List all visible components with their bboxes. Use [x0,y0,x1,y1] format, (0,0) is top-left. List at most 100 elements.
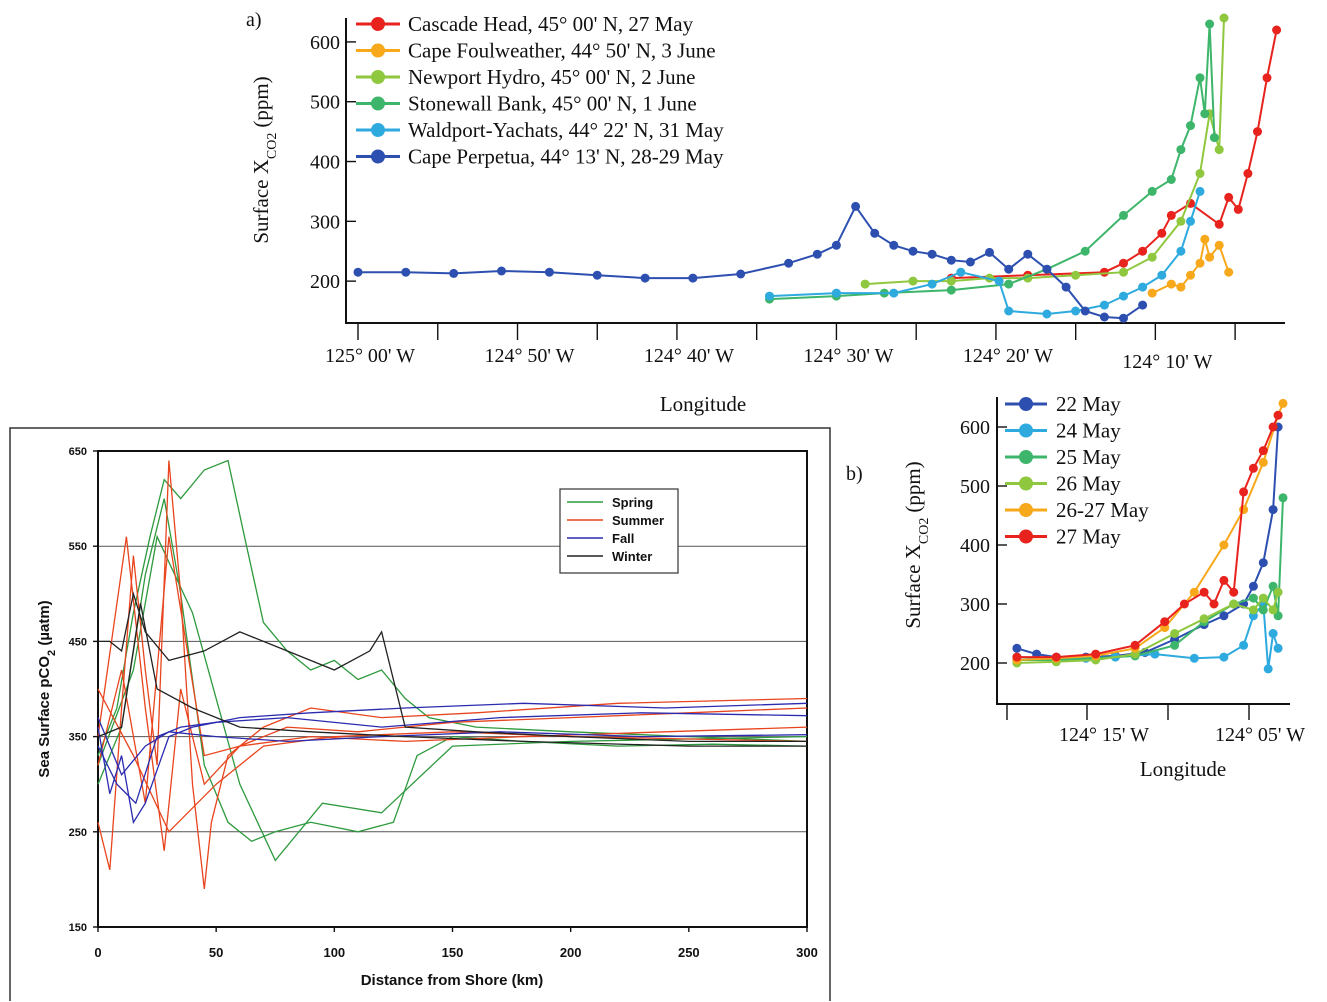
panel-c-xtick-label: 100 [323,945,345,960]
panel-a-data-point [831,240,841,250]
panel-a-legend-marker [371,96,385,111]
panel-a-data-point [927,249,937,259]
panel-b-legend-label: 26 May [1056,472,1121,496]
panel-a-data-point [1023,249,1033,259]
panel-a-data-point [784,258,794,268]
panel-a-data-point [1186,270,1195,280]
panel-a-data-point [1214,240,1224,250]
panel-a-data-point [449,268,459,278]
panel-b-data-point [1170,640,1180,650]
panel-a-legend-label: Stonewall Bank, 45° 00' N, 1 June [408,92,697,116]
panel-b-legend-marker [1019,476,1033,491]
panel-a-data-point [870,228,880,238]
panel-a-data-point [497,266,506,276]
panel-a-data-point [1061,282,1071,292]
panel-c-legend-label: Summer [612,513,664,528]
panel-a-xtick-label: 124° 30' W [803,345,893,367]
panel-a-ytick-label: 500 [310,92,340,114]
panel-b-data-point [1248,605,1258,615]
panel-a-data-point [592,270,602,280]
panel-b-data-point [1219,611,1229,621]
panel-a-data-point [1195,73,1205,83]
panel-a-data-point [1200,109,1210,119]
panel-a-data-point [994,276,1004,286]
panel-b-data-point [1268,422,1278,432]
panel-b-data-point [1268,505,1278,515]
panel-a-legend-marker [371,70,385,84]
panel-c-ytick-label: 350 [69,732,87,744]
panel-b-data-point [1258,605,1268,615]
panel-a-data-point [1147,288,1157,298]
panel-b-xtick-label: 124° 05' W [1215,724,1305,746]
panel-a-data-point [1099,300,1109,310]
panel-a-data-point [1176,145,1186,155]
panel-a-ytick-label: 400 [310,152,340,174]
panel-c-xtick-label: 250 [678,945,700,960]
panel-b-data-point [1273,410,1283,420]
panel-a-ytick-label: 600 [310,32,340,54]
panel-c-frame [9,427,831,1001]
panel-c-chart: 150 250 350 450 550 650 0 50 100 150 200 250 300 Sp… [9,427,831,1001]
panel-b-data-point [1012,643,1022,653]
panel-a-data-point [1119,291,1128,301]
panel-a-data-point [1157,270,1167,280]
panel-b-legend-label: 25 May [1056,445,1121,469]
panel-b-legend-label: 24 May [1056,419,1121,443]
panel-a-chart: a) 200 300 400 500 600 125° 00' W 124° 50' W 1… [246,9,1285,416]
panel-a-data-point [1119,313,1128,323]
panel-a-data-point [1176,216,1186,226]
panel-b-axes [996,397,1290,705]
panel-b-data-point [1199,614,1209,624]
panel-a-series-line [951,29,1278,280]
panel-c-xtick-label: 50 [209,945,223,960]
panel-a-data-point [1157,228,1167,238]
panel-b-data-point [1273,611,1283,621]
panel-b-data-point [1091,649,1101,659]
panel-b-data-point [1239,487,1249,497]
panel-a-data-point [927,279,937,289]
panel-c-legend-label: Spring [612,495,653,510]
panel-a-data-point [985,247,994,257]
panel-b-xlabel: Longitude [1140,757,1226,781]
panel-b-data-point [1160,617,1170,627]
panel-a-series-line [865,17,1225,286]
panel-a-data-point [1186,216,1195,226]
panel-c-series-line [97,534,808,862]
panel-a-data-point [1080,306,1090,316]
panel-b-label: b) [846,463,863,485]
panel-c-xlabel: Distance from Shore (km) [361,972,544,989]
panel-a-data-point [688,273,698,283]
panel-a-data-point [851,201,861,211]
panel-a-data-point [401,267,411,277]
panel-a-xtick-label: 124° 10' W [1122,351,1212,373]
panel-a-xtick-label: 124° 20' W [963,345,1053,367]
panel-b-data-point [1219,540,1229,550]
panel-b-data-point [1258,593,1268,603]
panel-c-legend-box [559,488,679,574]
panel-a-series-line [769,23,1216,301]
panel-a-data-point [1262,73,1272,83]
panel-b-data-point [1170,629,1180,638]
panel-a-data-point [1166,210,1176,220]
panel-a-data-point [1071,270,1081,280]
panel-b-data-point [1219,652,1229,662]
panel-a-data-point [812,249,822,259]
panel-a-series-line [358,204,1144,320]
panel-b-data-point [1189,587,1199,597]
panel-b-data-point [1263,664,1273,674]
panel-b-legend-marker [1019,450,1033,464]
panel-c-series-line [97,536,808,804]
panel-a-legend-label: Cascade Head, 45° 00' N, 27 May [408,12,694,36]
panel-b-ylabel: Surface XCO2(ppm) [901,461,932,628]
panel-b-data-point [1248,581,1258,591]
panel-a-data-point [1195,186,1205,196]
panel-b-data-point [1273,643,1283,653]
panel-a-data-point [1200,234,1210,244]
panel-a-data-point [1138,246,1148,256]
panel-a-ytick-label: 300 [310,211,340,233]
panel-a-data-point [1272,25,1282,35]
panel-a-data-point [1243,169,1253,178]
panel-b-data-point [1179,599,1189,609]
panel-a-data-point [946,285,956,295]
panel-a-data-point [1071,306,1081,316]
